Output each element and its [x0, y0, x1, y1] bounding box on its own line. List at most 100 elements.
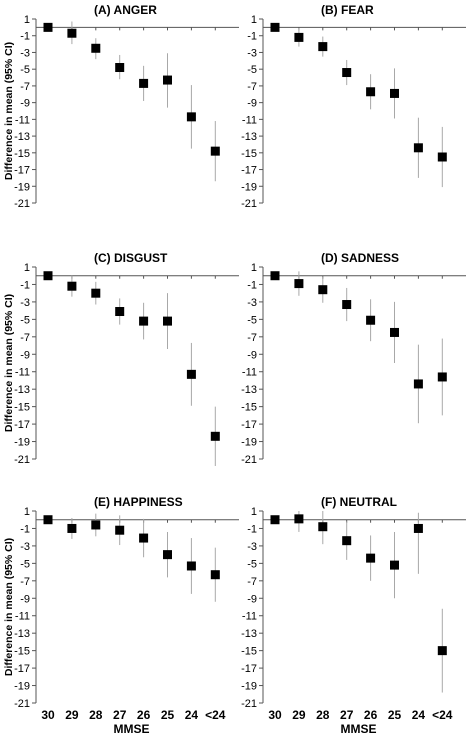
x-tick-label: 27	[340, 708, 354, 722]
panel-title: (B) FEAR	[321, 3, 374, 17]
y-tick-label: -1	[20, 31, 30, 43]
y-tick-label: -7	[247, 332, 257, 344]
y-tick-label: -7	[247, 576, 257, 588]
y-tick-label: -13	[14, 131, 30, 143]
y-tick-label: -21	[14, 454, 30, 466]
data-point	[366, 87, 376, 97]
y-tick-label: -17	[14, 663, 30, 675]
data-point	[186, 369, 196, 379]
data-point	[43, 271, 53, 281]
x-tick-label: 25	[388, 708, 402, 722]
data-point	[115, 63, 125, 73]
x-tick-label: 30	[41, 708, 55, 722]
y-axis-label: Difference in mean (95% CI)	[3, 538, 15, 676]
y-tick-label: -15	[14, 148, 30, 160]
y-tick-label: -17	[241, 165, 257, 177]
data-point	[318, 285, 328, 295]
data-point	[318, 522, 328, 532]
y-axis-label: Difference in mean (95% CI)	[3, 294, 15, 432]
data-point	[115, 307, 125, 317]
y-tick-label: -9	[20, 349, 30, 361]
y-tick-label: -13	[14, 628, 30, 640]
y-tick-label: -11	[15, 367, 30, 379]
data-point	[318, 42, 328, 52]
x-tick-label: 24	[185, 708, 199, 722]
data-point	[294, 514, 304, 524]
x-tick-label: 24	[412, 708, 426, 722]
y-tick-label: -15	[14, 646, 30, 658]
y-tick-label: 1	[251, 506, 257, 518]
y-tick-label: -1	[247, 279, 257, 291]
data-point	[67, 281, 77, 291]
y-tick-label: -3	[247, 297, 257, 309]
y-tick-label: -21	[241, 454, 257, 466]
y-tick-label: -9	[20, 98, 30, 110]
y-tick-label: -13	[241, 628, 257, 640]
panel-title: (F) NEUTRAL	[321, 495, 397, 509]
y-tick-label: -7	[20, 576, 30, 588]
x-tick-label: <24	[432, 708, 453, 722]
y-tick-label: -5	[247, 558, 257, 570]
y-tick-label: -9	[247, 349, 257, 361]
y-tick-label: 1	[251, 262, 257, 274]
y-tick-label: -19	[14, 681, 30, 693]
data-point	[139, 533, 149, 543]
y-tick-label: -5	[20, 558, 30, 570]
y-tick-label: -19	[241, 681, 257, 693]
x-tick-label: 28	[316, 708, 330, 722]
x-tick-label: 29	[292, 708, 306, 722]
y-tick-label: -15	[241, 148, 257, 160]
x-tick-label: <24	[205, 708, 226, 722]
x-axis-label: MMSE	[341, 722, 377, 736]
y-tick-label: -19	[14, 437, 30, 449]
y-tick-label: -9	[20, 593, 30, 605]
panel-title: (A) ANGER	[94, 3, 157, 17]
data-point	[437, 152, 447, 162]
y-tick-label: -15	[14, 402, 30, 414]
y-tick-label: -17	[14, 165, 30, 177]
y-tick-label: -1	[247, 31, 257, 43]
y-tick-label: -21	[241, 698, 257, 710]
data-point	[163, 316, 172, 326]
y-tick-label: -11	[15, 114, 30, 126]
data-point	[294, 279, 304, 289]
y-tick-label: -9	[247, 593, 257, 605]
y-tick-label: -17	[241, 663, 257, 675]
x-tick-label: 28	[89, 708, 103, 722]
y-tick-label: 1	[251, 14, 257, 26]
x-tick-label: 29	[65, 708, 79, 722]
y-tick-label: -11	[15, 611, 30, 623]
data-point	[270, 515, 280, 525]
y-tick-label: -15	[241, 402, 257, 414]
y-tick-label: -1	[247, 523, 257, 535]
y-tick-label: -3	[247, 47, 257, 59]
y-tick-label: 1	[24, 506, 30, 518]
x-tick-label: 26	[364, 708, 378, 722]
x-axis-label: MMSE	[114, 722, 150, 736]
y-tick-label: -19	[14, 181, 30, 193]
y-tick-label: -3	[247, 541, 257, 553]
data-point	[91, 43, 101, 53]
y-tick-label: -7	[20, 332, 30, 344]
data-point	[390, 327, 399, 337]
data-point	[67, 523, 77, 533]
chart-panel-3: 1 -1 -3 -5 -7 -9 -11 -13 -15 -17 -19 -21 (C) DISGUST…	[3, 251, 239, 466]
data-point	[342, 68, 352, 78]
y-tick-label: -3	[20, 47, 30, 59]
panel-title: (C) DISGUST	[94, 251, 168, 265]
y-tick-label: -5	[20, 314, 30, 326]
data-point	[186, 112, 196, 122]
y-tick-label: -5	[20, 64, 30, 76]
y-tick-label: -5	[247, 64, 257, 76]
y-tick-label: -21	[241, 198, 257, 210]
data-point	[115, 525, 125, 535]
data-point	[163, 550, 172, 560]
x-tick-label: 27	[113, 708, 127, 722]
data-point	[413, 143, 423, 153]
chart-panel-1: 1 -1 -3 -5 -7 -9 -11 -13 -15 -17 -19 -21 (A) ANGER Di…	[3, 3, 239, 210]
y-tick-label: 1	[24, 262, 30, 274]
x-tick-label: 30	[268, 708, 282, 722]
y-tick-label: -5	[247, 314, 257, 326]
panel-title: (E) HAPPINESS	[94, 495, 183, 509]
